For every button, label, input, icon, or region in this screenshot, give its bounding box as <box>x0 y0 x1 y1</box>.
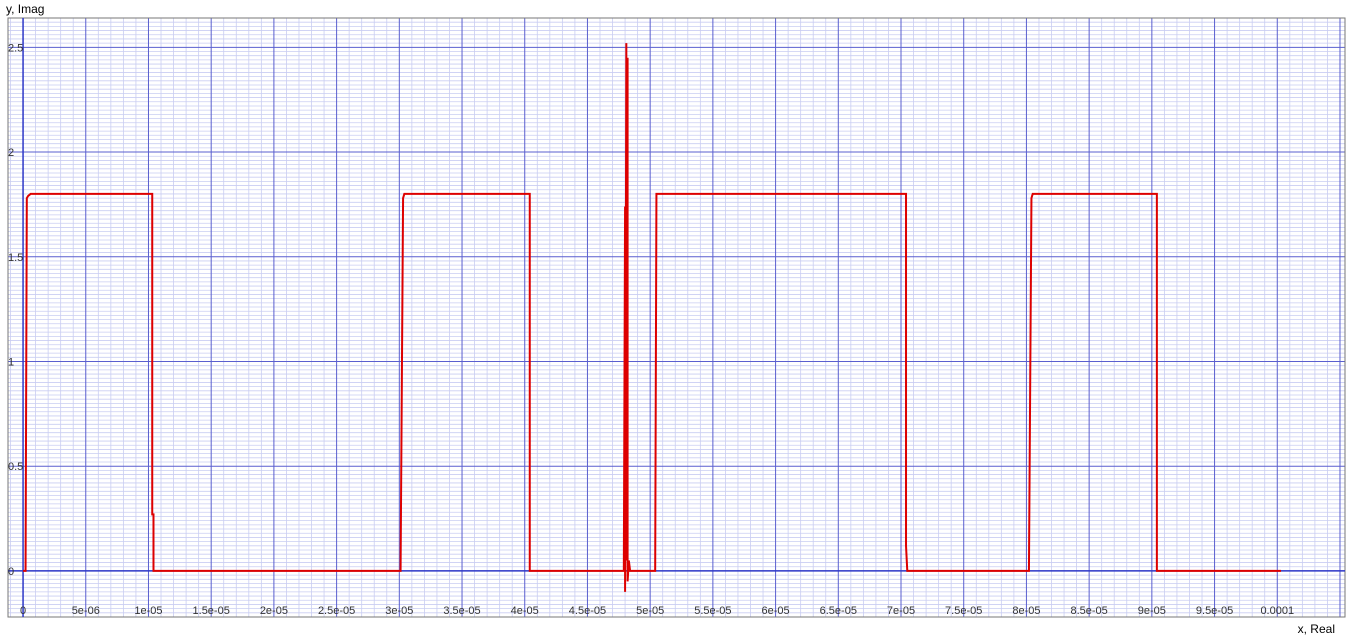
x-tick-label: 8.5e-05 <box>1070 605 1107 617</box>
y-tick-label: 0 <box>8 566 14 578</box>
x-tick-label: 5e-06 <box>72 605 100 617</box>
series-line <box>23 43 1282 592</box>
x-tick-label: 2.5e-05 <box>318 605 355 617</box>
x-axis-label: x, Real <box>1298 622 1335 636</box>
x-tick-label: 9.5e-05 <box>1196 605 1233 617</box>
tick-labels: 0 5e-06 1e-05 1.5e-05 2e-05 2.5e-05 3e-05 3.5e-… <box>8 42 1294 617</box>
y-tick-label: 1 <box>8 356 14 368</box>
y-tick-label: 2 <box>8 147 14 159</box>
x-tick-label: 8e-05 <box>1012 605 1040 617</box>
x-tick-label: 5.5e-05 <box>694 605 731 617</box>
x-tick-label: 6.5e-05 <box>820 605 857 617</box>
minor-grid <box>8 17 1345 618</box>
y-axis-label: y, Imag <box>6 2 44 16</box>
x-tick-label: 9e-05 <box>1138 605 1166 617</box>
x-tick-label: 1.5e-05 <box>193 605 230 617</box>
x-tick-label: 4.5e-05 <box>569 605 606 617</box>
y-tick-label: 1.5 <box>8 252 23 264</box>
x-tick-label: 2e-05 <box>260 605 288 617</box>
x-tick-label: 0 <box>20 605 26 617</box>
x-tick-label: 6e-05 <box>762 605 790 617</box>
x-tick-label: 1e-05 <box>134 605 162 617</box>
x-tick-label: 5e-05 <box>636 605 664 617</box>
plot-frame <box>7 17 1346 618</box>
x-tick-label: 4e-05 <box>511 605 539 617</box>
series-layer <box>23 43 1282 592</box>
x-tick-label: 0.0001 <box>1260 605 1294 617</box>
x-tick-label: 7.5e-05 <box>945 605 982 617</box>
y-tick-label: 2.5 <box>8 42 23 54</box>
x-tick-label: 3e-05 <box>385 605 413 617</box>
x-tick-label: 7e-05 <box>887 605 915 617</box>
y-tick-label: 0.5 <box>8 461 23 473</box>
x-tick-label: 3.5e-05 <box>443 605 480 617</box>
